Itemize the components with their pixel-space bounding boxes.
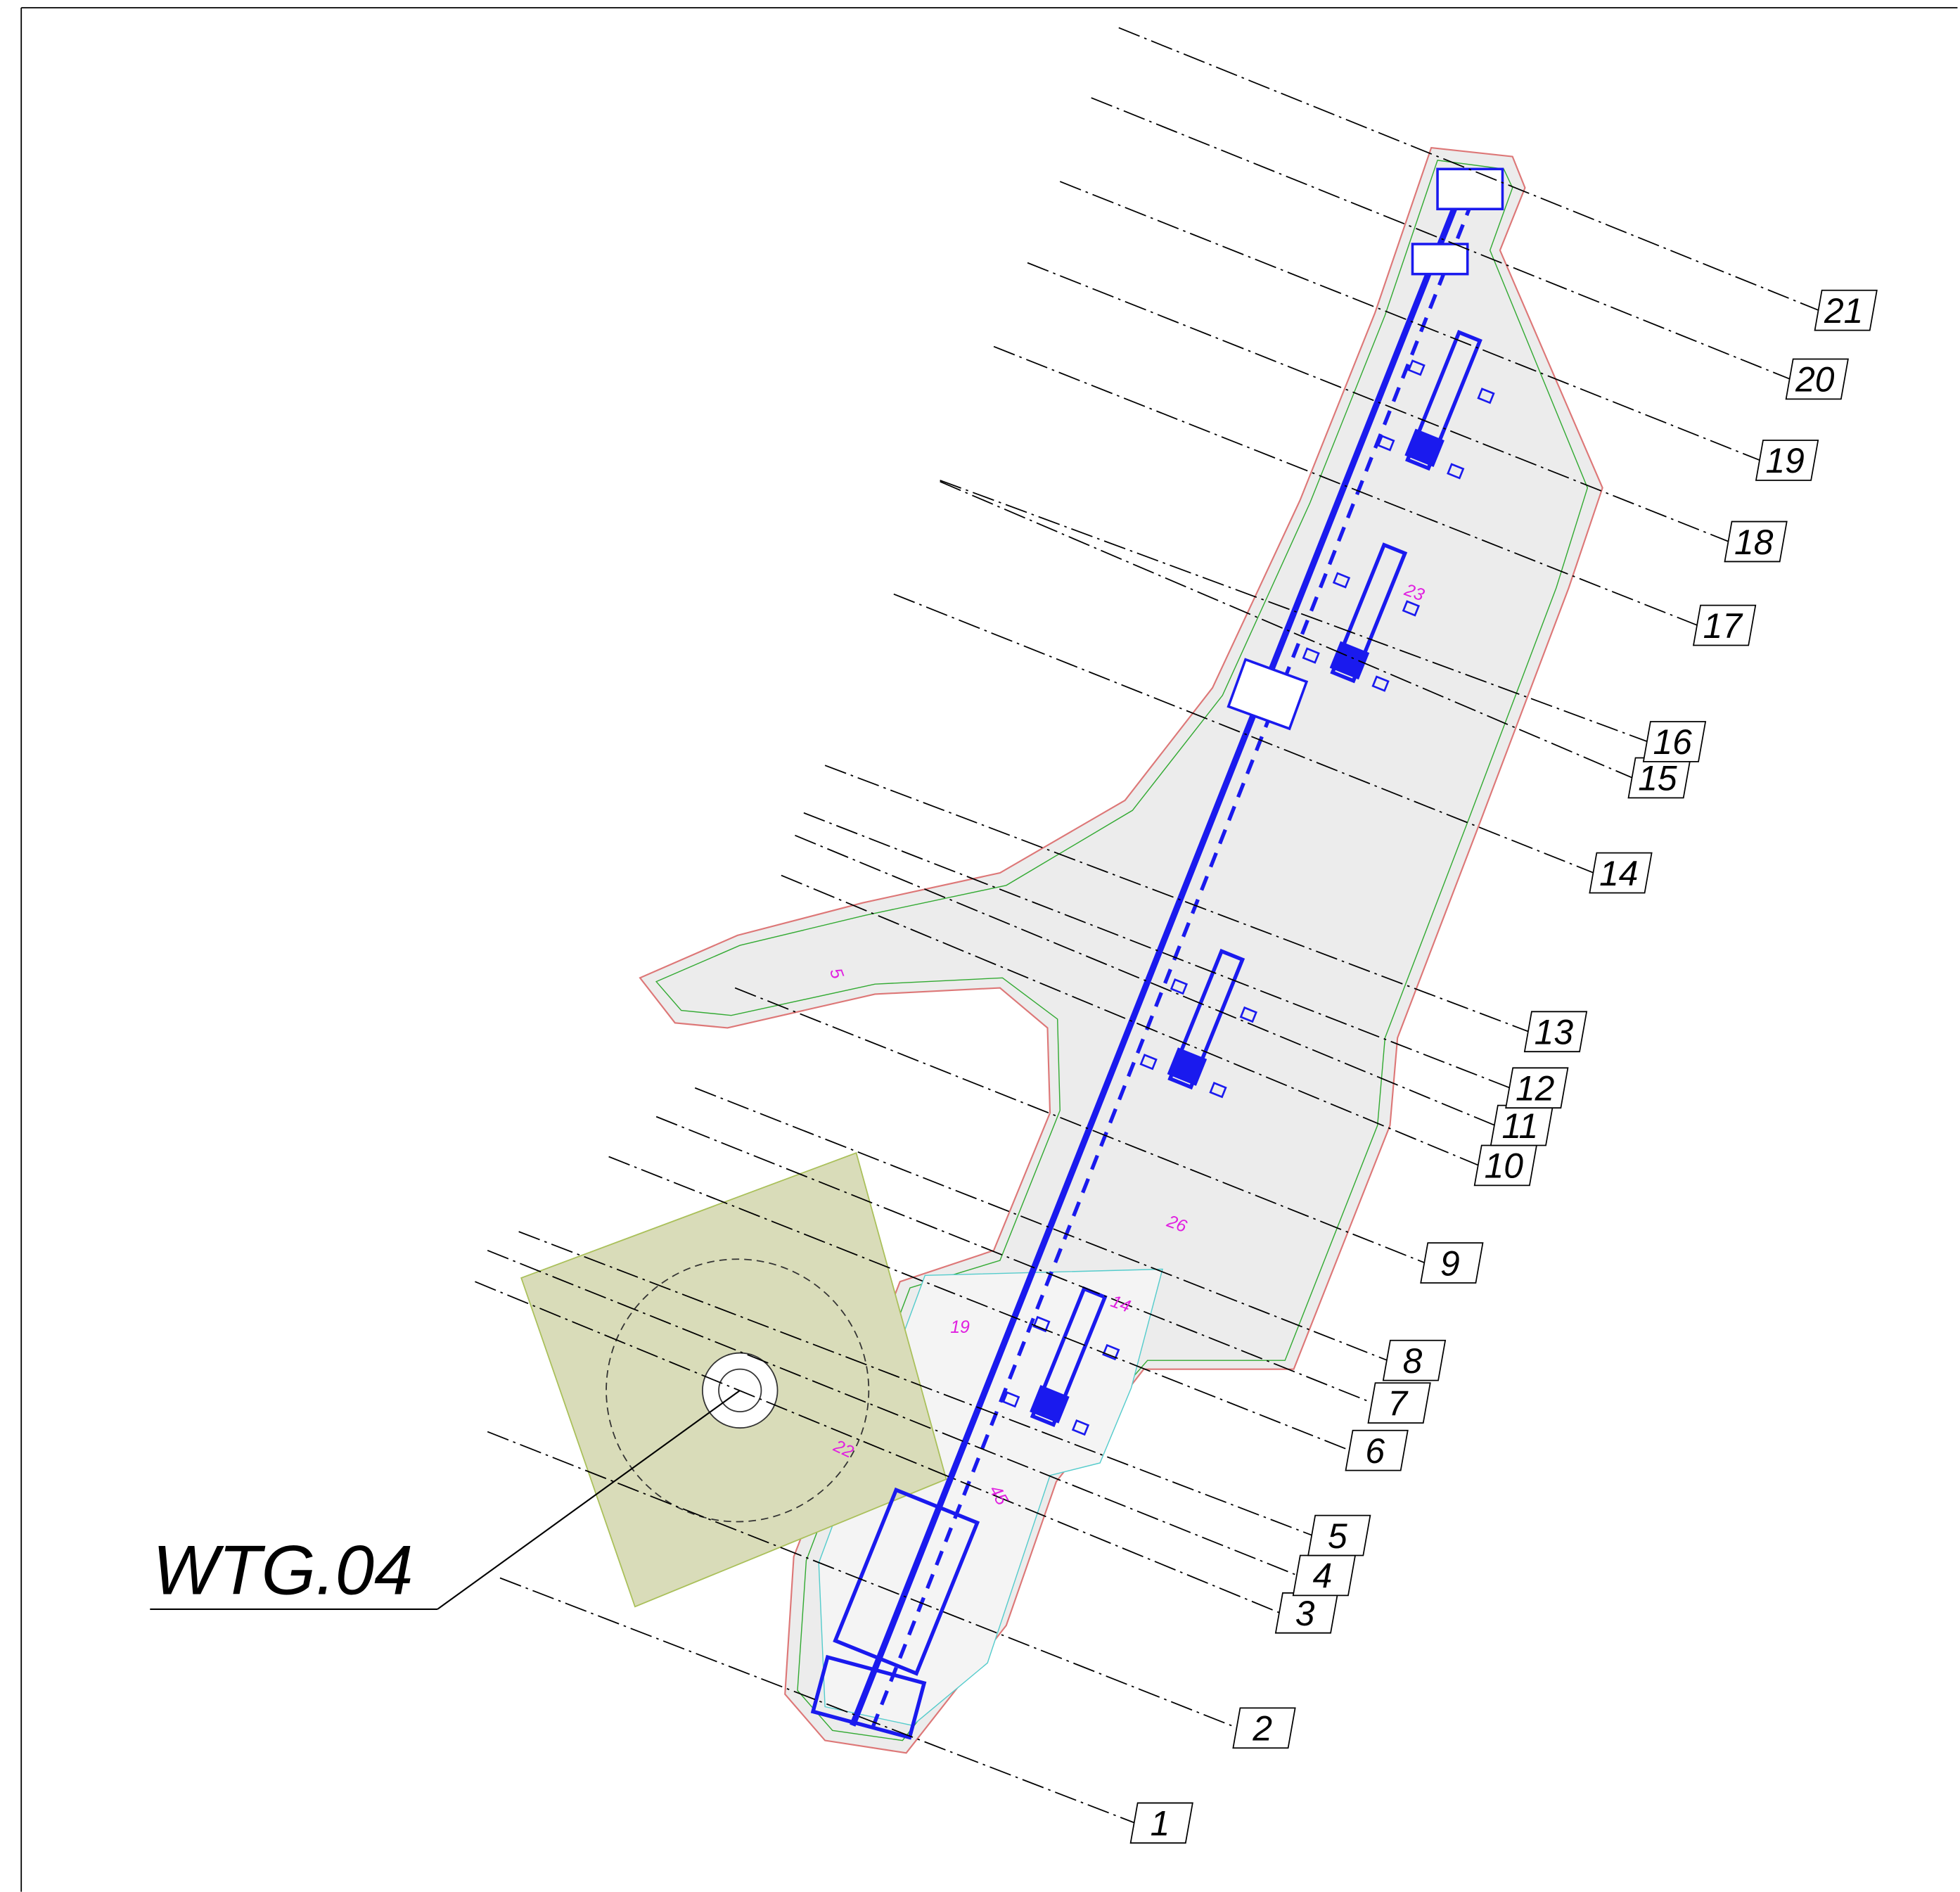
section-leader bbox=[475, 1281, 1281, 1614]
section-box bbox=[1589, 852, 1653, 894]
section-label: 5 bbox=[1328, 1516, 1347, 1556]
section-box bbox=[1345, 1429, 1409, 1471]
rotor-circle bbox=[606, 1258, 870, 1523]
outrigger bbox=[1102, 1343, 1120, 1361]
section-label: 6 bbox=[1365, 1431, 1385, 1471]
outrigger bbox=[1139, 1054, 1158, 1070]
outrigger bbox=[1032, 1315, 1051, 1333]
crane-body bbox=[1167, 948, 1245, 1090]
section-box bbox=[1724, 520, 1788, 563]
assist-cranes bbox=[1001, 330, 1495, 1436]
section-leader bbox=[734, 987, 1426, 1264]
outrigger bbox=[1239, 1006, 1257, 1023]
crane-cab bbox=[1167, 1047, 1208, 1086]
section-leader bbox=[1027, 262, 1729, 542]
section-box bbox=[1382, 1339, 1447, 1381]
section-label: 4 bbox=[1313, 1557, 1333, 1596]
turbine-leader bbox=[437, 1390, 741, 1610]
section-box bbox=[1523, 1011, 1588, 1053]
crane-cab bbox=[1404, 428, 1445, 467]
crane bbox=[1001, 1286, 1120, 1436]
section-leader bbox=[608, 1156, 1350, 1452]
section-box bbox=[1755, 440, 1819, 481]
section-leader bbox=[795, 834, 1496, 1126]
outrigger bbox=[1001, 1391, 1020, 1408]
section-label: 2 bbox=[1252, 1709, 1272, 1749]
outrigger bbox=[1402, 600, 1421, 617]
section-box bbox=[1367, 1382, 1431, 1424]
crane-body bbox=[1330, 542, 1408, 684]
crane-body bbox=[1405, 330, 1482, 471]
section-label: 15 bbox=[1638, 759, 1677, 798]
section-leader bbox=[518, 1231, 1313, 1536]
section-leader bbox=[993, 345, 1698, 626]
outrigger bbox=[1302, 647, 1320, 664]
crane bbox=[1139, 948, 1257, 1099]
section-leader bbox=[1091, 97, 1791, 380]
section-label: 14 bbox=[1599, 854, 1638, 893]
section-box bbox=[1505, 1067, 1569, 1109]
outrigger bbox=[1071, 1419, 1090, 1436]
section-leader bbox=[1059, 181, 1760, 461]
section-leader bbox=[487, 1431, 1238, 1729]
section-box bbox=[1232, 1707, 1296, 1749]
section-label: 7 bbox=[1388, 1383, 1409, 1423]
section-leader bbox=[655, 1116, 1373, 1404]
section-label: 11 bbox=[1502, 1106, 1539, 1146]
outrigger bbox=[1407, 359, 1426, 376]
crane-body bbox=[1030, 1286, 1108, 1427]
section-leader bbox=[781, 874, 1480, 1166]
outrigger bbox=[1170, 978, 1189, 995]
section-label: 10 bbox=[1485, 1146, 1524, 1186]
section-label: 1 bbox=[1151, 1804, 1170, 1843]
outrigger bbox=[1332, 572, 1351, 589]
section-label: 13 bbox=[1535, 1013, 1574, 1052]
section-leader bbox=[1118, 27, 1819, 312]
dimension-label: 19 bbox=[950, 1317, 970, 1337]
section-leader bbox=[893, 593, 1594, 874]
crane-cab bbox=[1329, 641, 1370, 680]
crane-boom bbox=[810, 167, 1504, 1740]
section-label: 20 bbox=[1795, 360, 1835, 400]
crane-cab bbox=[1030, 1385, 1070, 1424]
section-label: 12 bbox=[1516, 1069, 1554, 1108]
outrigger bbox=[1477, 388, 1495, 404]
section-box bbox=[1642, 721, 1707, 762]
section-box bbox=[1692, 604, 1757, 646]
section-label: 16 bbox=[1653, 722, 1693, 762]
section-box bbox=[1814, 289, 1878, 331]
section-box bbox=[1420, 1242, 1484, 1284]
tower bbox=[718, 1368, 762, 1412]
crane bbox=[1302, 542, 1421, 692]
section-leader bbox=[940, 480, 1648, 743]
outrigger bbox=[1209, 1082, 1227, 1099]
section-label: 9 bbox=[1440, 1244, 1460, 1283]
outrigger bbox=[1371, 675, 1390, 692]
outrigger bbox=[1447, 463, 1465, 480]
section-leader bbox=[803, 812, 1511, 1089]
section-label: 19 bbox=[1765, 441, 1804, 480]
section-leader bbox=[499, 1577, 1136, 1824]
turbine-label: WTG.04 bbox=[153, 1532, 413, 1610]
section-label: 17 bbox=[1703, 606, 1744, 646]
section-leader bbox=[487, 1249, 1298, 1576]
section-box bbox=[1307, 1514, 1371, 1557]
outrigger bbox=[1377, 435, 1395, 452]
crane bbox=[1377, 330, 1495, 480]
section-leader bbox=[694, 1087, 1388, 1362]
section-leader bbox=[940, 480, 1633, 779]
section-leader bbox=[824, 765, 1530, 1033]
section-label: 3 bbox=[1295, 1594, 1315, 1633]
section-label: 8 bbox=[1403, 1341, 1423, 1381]
section-box bbox=[1785, 358, 1849, 400]
section-label: 21 bbox=[1824, 291, 1863, 331]
section-box bbox=[1129, 1802, 1193, 1844]
section-label: 18 bbox=[1734, 523, 1774, 562]
